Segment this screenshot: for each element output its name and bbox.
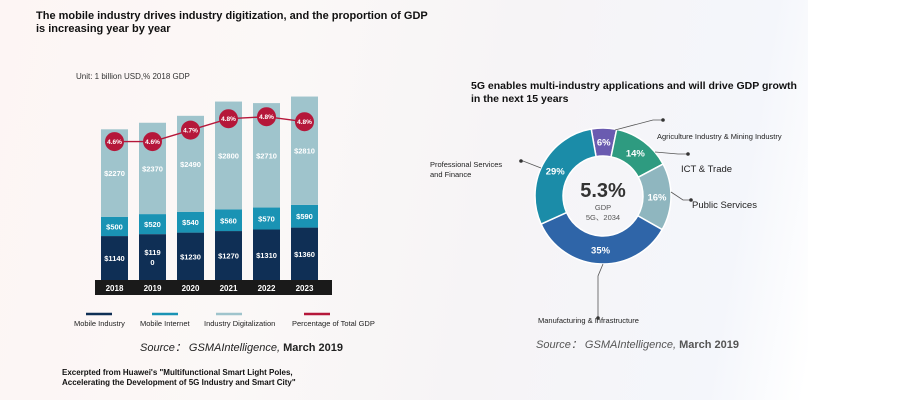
bar-value-label: $1230 bbox=[180, 252, 201, 261]
callout-dot bbox=[689, 198, 693, 202]
bar-value-label: $2800 bbox=[218, 152, 239, 161]
callout-dot bbox=[661, 118, 665, 122]
bar-segment bbox=[177, 211, 204, 233]
bar-segment bbox=[139, 214, 166, 235]
percentage-marker bbox=[219, 109, 238, 129]
x-tick-label: 2019 bbox=[144, 284, 162, 293]
bar-segment bbox=[253, 207, 280, 230]
x-tick-label: 2021 bbox=[220, 284, 238, 293]
percentage-label: 4.6% bbox=[145, 139, 160, 146]
bar-value-label: $119 bbox=[144, 248, 160, 257]
callout-label: Agriculture Industry & Mining Industry bbox=[657, 132, 782, 141]
percentage-label: 4.6% bbox=[107, 139, 122, 146]
source-label: Source： bbox=[140, 342, 186, 354]
callout-leader bbox=[654, 151, 688, 155]
callout-label: Manufacturing & Infrastructure bbox=[538, 316, 639, 325]
bar-value-label: $500 bbox=[106, 222, 123, 231]
callout-label: and Finance bbox=[430, 170, 471, 179]
percentage-label: 4.8% bbox=[221, 116, 236, 123]
excerpt-line-1: Excerpted from Huawei's "Multifunctional… bbox=[62, 368, 293, 377]
legend-label: Percentage of Total GDP bbox=[292, 319, 375, 328]
bar-value-label: $2810 bbox=[294, 147, 315, 156]
donut-center-value: 5.3% bbox=[580, 180, 626, 202]
percentage-marker bbox=[105, 132, 124, 152]
callout-dot bbox=[686, 152, 690, 156]
callout-label: Public Services bbox=[692, 200, 757, 211]
callout-label: ICT & Trade bbox=[681, 164, 732, 175]
donut-slice bbox=[534, 128, 597, 226]
x-tick-label: 2022 bbox=[258, 284, 276, 293]
bar-segment bbox=[291, 204, 318, 228]
bar-value-label: $520 bbox=[144, 220, 161, 229]
percentage-label: 4.8% bbox=[259, 114, 274, 121]
legend-label: Mobile Internet bbox=[140, 319, 191, 328]
bar-segment bbox=[253, 229, 280, 280]
page-title: The mobile industry drives industry digi… bbox=[36, 10, 428, 35]
donut-slice-label: 14% bbox=[626, 148, 646, 159]
donut-slice bbox=[540, 211, 664, 265]
bar-segment bbox=[139, 234, 166, 280]
donut-slice-label: 35% bbox=[591, 245, 611, 256]
blank-margin bbox=[808, 0, 900, 400]
bar-value-label: $1140 bbox=[104, 254, 124, 263]
donut-slice-label: 29% bbox=[546, 166, 566, 177]
bar-value-label: $590 bbox=[296, 212, 313, 221]
percentage-marker bbox=[143, 132, 162, 152]
percentage-label: 4.8% bbox=[297, 119, 312, 126]
bar-chart-legend: Mobile Industry Mobile Internet Industry D… bbox=[74, 312, 375, 328]
callout-leader bbox=[614, 119, 663, 131]
callout-leader bbox=[521, 160, 542, 169]
bar-segment bbox=[291, 227, 318, 280]
bar-value-label: $2490 bbox=[180, 160, 201, 169]
donut-center-sub1: GDP bbox=[595, 203, 611, 212]
legend-label: Industry Digitalization bbox=[204, 319, 275, 328]
bar-value-label: $570 bbox=[258, 215, 275, 224]
donut-title: 5G enables multi-industry applications a… bbox=[471, 80, 797, 105]
callout-dot bbox=[519, 159, 523, 163]
bar-value-label: 0 bbox=[150, 258, 154, 267]
x-tick-label: 2018 bbox=[106, 284, 124, 293]
bar-value-label: $540 bbox=[182, 218, 199, 227]
x-tick-label: 2020 bbox=[182, 284, 200, 293]
percentage-marker bbox=[257, 107, 276, 127]
donut-center-sub2: 5G、2034 bbox=[586, 213, 620, 222]
x-axis-band bbox=[95, 280, 332, 295]
source-org: GSMAIntelligence, bbox=[188, 342, 281, 354]
callout-leader bbox=[597, 263, 604, 318]
donut-slice-label: 16% bbox=[647, 192, 667, 203]
excerpt-note: Excerpted from Huawei's "Multifunctional… bbox=[62, 368, 392, 388]
bar-segment bbox=[215, 209, 242, 232]
right-source: Source： GSMAIntelligence, March 2019 bbox=[536, 336, 739, 352]
bar-value-label: $2270 bbox=[104, 169, 125, 178]
callout-dot bbox=[596, 316, 600, 320]
bar-value-label: $2710 bbox=[256, 151, 277, 160]
chart-unit-label: Unit: 1 billion USD,% 2018 GDP bbox=[76, 72, 190, 81]
bar-value-label: $1310 bbox=[256, 251, 277, 260]
percentage-label: 4.7% bbox=[183, 128, 198, 135]
left-source: Source： GSMAIntelligence, March 2019 bbox=[140, 339, 343, 355]
x-tick-label: 2023 bbox=[296, 284, 314, 293]
source-date: March 2019 bbox=[679, 339, 740, 351]
percentage-marker bbox=[181, 120, 200, 140]
legend-label: Mobile Industry bbox=[74, 319, 125, 328]
source-label: Source： bbox=[536, 339, 582, 351]
callout-leader bbox=[670, 191, 691, 201]
bar-value-label: $1360 bbox=[294, 250, 315, 259]
bar-segment bbox=[101, 216, 128, 237]
bar-value-label: $560 bbox=[220, 216, 237, 225]
callout-label: Professional Services bbox=[430, 160, 502, 169]
bar-value-label: $1270 bbox=[218, 252, 239, 261]
source-date: March 2019 bbox=[283, 342, 344, 354]
percentage-marker bbox=[295, 112, 314, 132]
bar-value-label: $2370 bbox=[142, 164, 163, 173]
bar-segment bbox=[215, 231, 242, 280]
bar-segment bbox=[101, 236, 128, 280]
bar-segment bbox=[177, 232, 204, 280]
donut-slice-label: 6% bbox=[597, 138, 611, 149]
excerpt-line-2: Accelerating the Development of 5G Indus… bbox=[62, 378, 296, 387]
source-org: GSMAIntelligence, bbox=[584, 339, 677, 351]
